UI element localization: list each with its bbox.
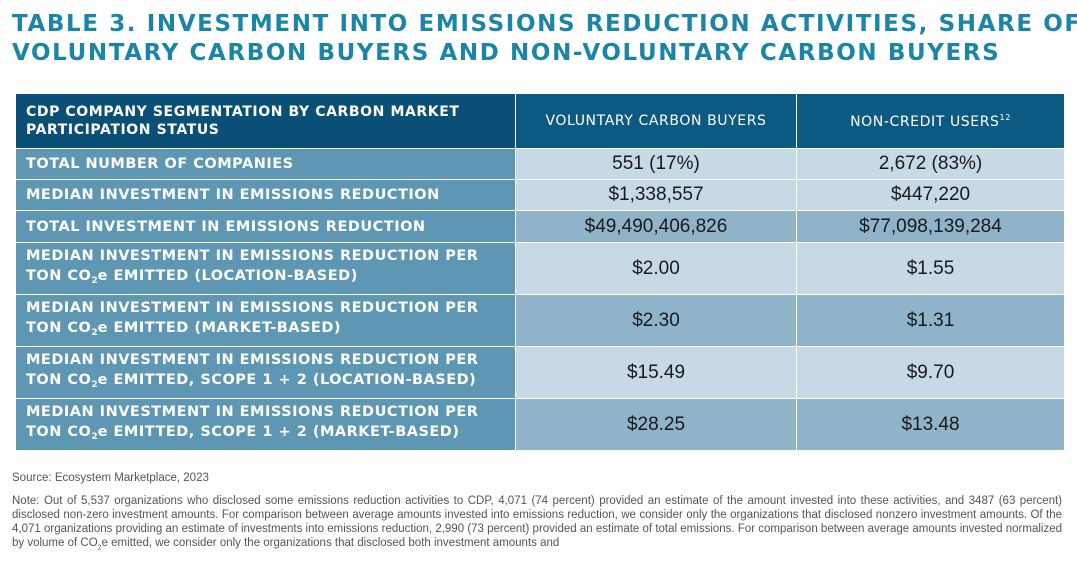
- subscript-2: 2: [91, 276, 98, 286]
- row-label: MEDIAN INVESTMENT IN EMISSIONS REDUCTION…: [15, 346, 516, 399]
- table-row: TOTAL NUMBER OF COMPANIES 551 (17%) 2,67…: [15, 148, 1065, 180]
- table-row: MEDIAN INVESTMENT IN EMISSIONS REDUCTION…: [15, 346, 1065, 399]
- row-label-co2-prefix: TON CO: [26, 372, 92, 388]
- row-label: MEDIAN INVESTMENT IN EMISSIONS REDUCTION…: [15, 398, 516, 451]
- row-label: TOTAL NUMBER OF COMPANIES: [15, 148, 516, 180]
- table-row: TOTAL INVESTMENT IN EMISSIONS REDUCTION …: [15, 210, 1065, 243]
- voluntary-value: $28.25: [515, 398, 797, 451]
- header-non-credit-users-label: NON-CREDIT USERS: [850, 113, 1000, 130]
- voluntary-value: $1,338,557: [515, 179, 797, 211]
- noncredit-value: $1.55: [796, 242, 1065, 295]
- subscript-2: 2: [91, 328, 98, 338]
- subscript-2: 2: [91, 432, 98, 442]
- source-citation: Source: Ecosystem Marketplace, 2023: [12, 472, 209, 484]
- header-voluntary-carbon-buyers: VOLUNTARY CARBON BUYERS: [515, 93, 797, 149]
- row-label-line-2: e EMITTED, SCOPE 1 + 2 (LOCATION-BASED): [97, 372, 477, 388]
- table-row: MEDIAN INVESTMENT IN EMISSIONS REDUCTION…: [15, 242, 1065, 295]
- voluntary-value: 551 (17%): [515, 148, 797, 180]
- voluntary-value: $15.49: [515, 346, 797, 399]
- voluntary-value: $49,490,406,826: [515, 210, 797, 243]
- footnote-marker: 12: [999, 112, 1011, 122]
- header-segmentation: CDP COMPANY SEGMENTATION BY CARBON MARKE…: [15, 93, 516, 149]
- row-label-line-1: MEDIAN INVESTMENT IN EMISSIONS REDUCTION…: [26, 300, 479, 316]
- table-row: MEDIAN INVESTMENT IN EMISSIONS REDUCTION…: [15, 398, 1065, 451]
- row-label-line-2: e EMITTED (LOCATION-BASED): [97, 268, 358, 284]
- note-text-part-1: Note: Out of 5,537 organizations who dis…: [12, 495, 1062, 549]
- investment-table: CDP COMPANY SEGMENTATION BY CARBON MARKE…: [15, 93, 1065, 451]
- noncredit-value: $77,098,139,284: [796, 210, 1065, 243]
- noncredit-value: 2,672 (83%): [796, 148, 1065, 180]
- row-label: TOTAL INVESTMENT IN EMISSIONS REDUCTION: [15, 210, 516, 243]
- row-label-line-2: e EMITTED (MARKET-BASED): [97, 320, 342, 336]
- table-row: MEDIAN INVESTMENT IN EMISSIONS REDUCTION…: [15, 179, 1065, 211]
- title-line-1: TABLE 3. INVESTMENT INTO EMISSIONS REDUC…: [12, 11, 1077, 37]
- table-row: MEDIAN INVESTMENT IN EMISSIONS REDUCTION…: [15, 294, 1065, 347]
- row-label-co2-prefix: TON CO: [26, 424, 92, 440]
- row-label-line-2: e EMITTED, SCOPE 1 + 2 (MARKET-BASED): [97, 424, 460, 440]
- row-label: MEDIAN INVESTMENT IN EMISSIONS REDUCTION…: [15, 294, 516, 347]
- table-header-row: CDP COMPANY SEGMENTATION BY CARBON MARKE…: [15, 93, 1065, 149]
- row-label-line-1: MEDIAN INVESTMENT IN EMISSIONS REDUCTION…: [26, 352, 479, 368]
- row-label: MEDIAN INVESTMENT IN EMISSIONS REDUCTION: [15, 179, 516, 211]
- title-line-2: VOLUNTARY CARBON BUYERS AND NON-VOLUNTAR…: [12, 40, 1001, 66]
- header-non-credit-users: NON-CREDIT USERS12: [796, 93, 1065, 149]
- row-label-line-1: MEDIAN INVESTMENT IN EMISSIONS REDUCTION…: [26, 248, 479, 264]
- row-label-line-1: MEDIAN INVESTMENT IN EMISSIONS REDUCTION…: [26, 404, 479, 420]
- noncredit-value: $447,220: [796, 179, 1065, 211]
- noncredit-value: $13.48: [796, 398, 1065, 451]
- note-text-part-2: e emitted, we consider only the organiza…: [101, 537, 560, 549]
- subscript-2: 2: [91, 380, 98, 390]
- note-subscript-2: 2: [97, 544, 102, 552]
- noncredit-value: $1.31: [796, 294, 1065, 347]
- voluntary-value: $2.00: [515, 242, 797, 295]
- row-label-co2-prefix: TON CO: [26, 268, 92, 284]
- page-title: TABLE 3. INVESTMENT INTO EMISSIONS REDUC…: [12, 10, 1077, 68]
- row-label: MEDIAN INVESTMENT IN EMISSIONS REDUCTION…: [15, 242, 516, 295]
- row-label-co2-prefix: TON CO: [26, 320, 92, 336]
- noncredit-value: $9.70: [796, 346, 1065, 399]
- table-note: Note: Out of 5,537 organizations who dis…: [12, 494, 1062, 555]
- voluntary-value: $2.30: [515, 294, 797, 347]
